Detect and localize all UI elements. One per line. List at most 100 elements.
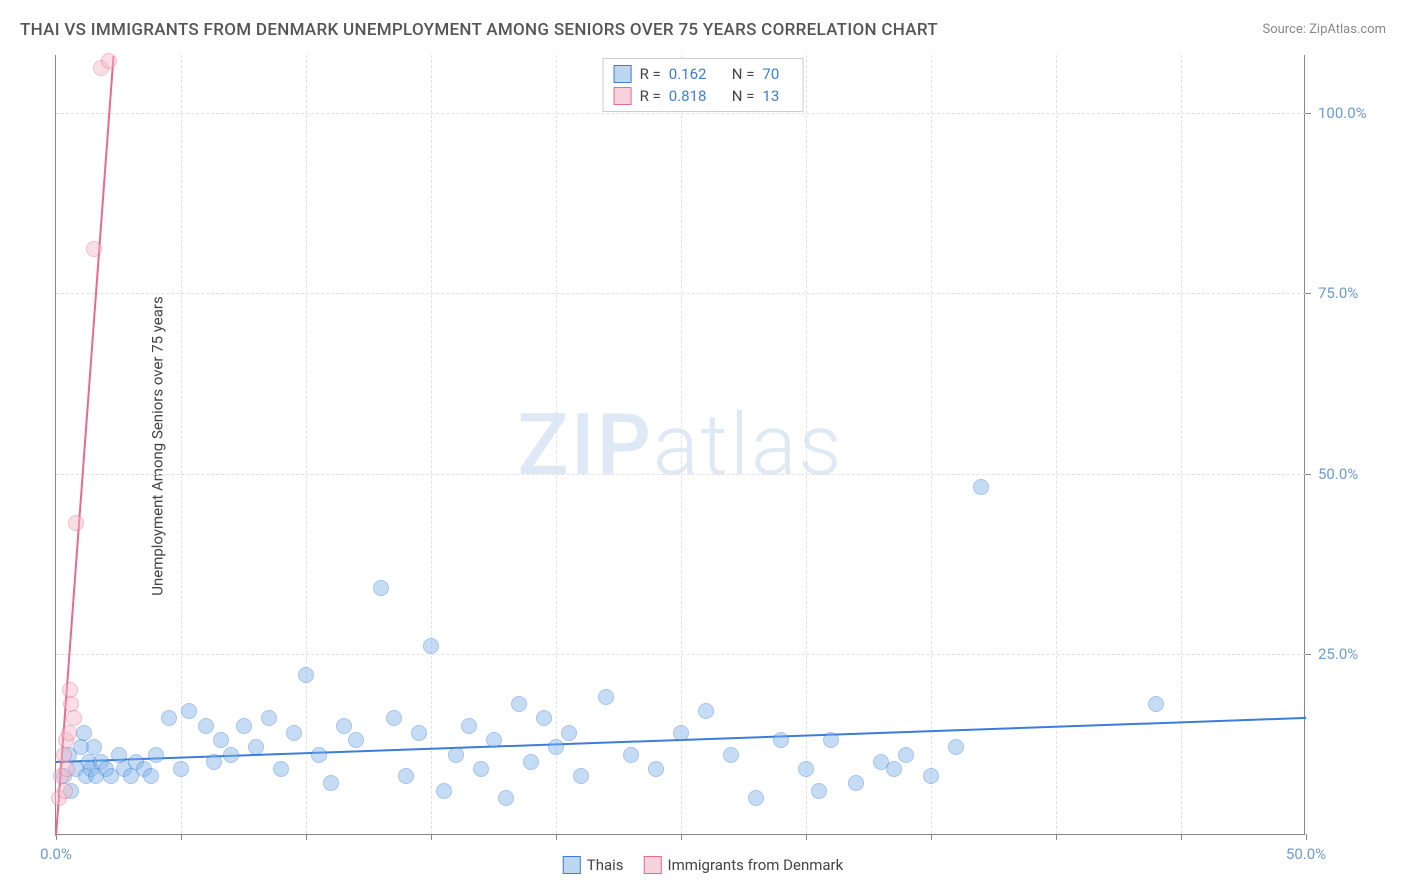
data-point [548,739,564,755]
legend-swatch [644,856,662,874]
data-point [386,710,402,726]
data-point [57,783,73,799]
x-tick [931,834,932,840]
data-point [198,718,214,734]
data-point [498,790,514,806]
data-point [973,479,989,495]
data-point [148,747,164,763]
data-point [181,703,197,719]
data-point [511,696,527,712]
x-tick [1181,834,1182,840]
n-label: N = [732,87,755,105]
data-point [213,732,229,748]
data-point [461,718,477,734]
x-tick [306,834,307,840]
data-point [206,754,222,770]
trend-line [55,56,114,836]
data-point [62,682,78,698]
data-point [143,768,159,784]
grid-line-v [1181,55,1182,834]
grid-line-v [931,55,932,834]
data-point [748,790,764,806]
x-tick [1306,834,1307,840]
y-tick [1305,113,1311,114]
data-point [923,768,939,784]
legend-item: Thais [563,856,624,874]
stats-row: R = 0.818 N = 13 [614,85,793,107]
data-point [398,768,414,784]
grid-line-v [306,55,307,834]
x-tick [681,834,682,840]
data-point [273,761,289,777]
y-tick-label: 50.0% [1318,465,1358,483]
y-tick-label: 25.0% [1318,645,1358,663]
data-point [86,241,102,257]
data-point [886,761,902,777]
data-point [411,725,427,741]
n-label: N = [732,65,755,83]
data-point [798,761,814,777]
grid-line-v [1056,55,1057,834]
data-point [423,638,439,654]
data-point [76,725,92,741]
x-tick [1056,834,1057,840]
data-point [298,667,314,683]
grid-line-v [556,55,557,834]
data-point [373,580,389,596]
data-point [536,710,552,726]
data-point [66,710,82,726]
data-point [56,747,72,763]
grid-line-v [431,55,432,834]
data-point [948,739,964,755]
r-value: 0.818 [669,87,724,105]
legend-item: Immigrants from Denmark [644,856,844,874]
legend-label: Immigrants from Denmark [668,856,844,874]
legend-swatch [614,87,632,105]
data-point [61,725,77,741]
data-point [311,747,327,763]
grid-line-v [181,55,182,834]
data-point [473,761,489,777]
y-tick [1305,474,1311,475]
x-tick [806,834,807,840]
stats-row: R = 0.162 N = 70 [614,63,793,85]
chart-title: THAI VS IMMIGRANTS FROM DENMARK UNEMPLOY… [20,20,938,40]
grid-line-v [681,55,682,834]
data-point [261,710,277,726]
source-attribution: Source: ZipAtlas.com [1262,22,1386,37]
data-point [448,747,464,763]
data-point [698,703,714,719]
y-tick [1305,654,1311,655]
data-point [623,747,639,763]
r-value: 0.162 [669,65,724,83]
legend-swatch [563,856,581,874]
data-point [486,732,502,748]
data-point [348,732,364,748]
data-point [161,710,177,726]
x-tick [556,834,557,840]
x-tick [181,834,182,840]
r-label: R = [640,87,661,105]
r-label: R = [640,65,661,83]
data-point [773,732,789,748]
y-tick-label: 75.0% [1318,284,1358,302]
legend-label: Thais [587,856,624,874]
n-value: 70 [762,65,792,83]
data-point [59,761,75,777]
data-point [236,718,252,734]
y-tick [1305,293,1311,294]
watermark-bold: ZIP [517,395,653,495]
plot-area: ZIPatlas 25.0%50.0%75.0%100.0%0.0%50.0% [55,55,1305,835]
data-point [323,775,339,791]
data-point [523,754,539,770]
data-point [286,725,302,741]
data-point [823,732,839,748]
data-point [63,696,79,712]
data-point [673,725,689,741]
data-point [436,783,452,799]
x-tick-label: 0.0% [40,845,72,863]
x-tick-label: 50.0% [1286,845,1326,863]
n-value: 13 [762,87,792,105]
data-point [848,775,864,791]
data-point [336,718,352,734]
